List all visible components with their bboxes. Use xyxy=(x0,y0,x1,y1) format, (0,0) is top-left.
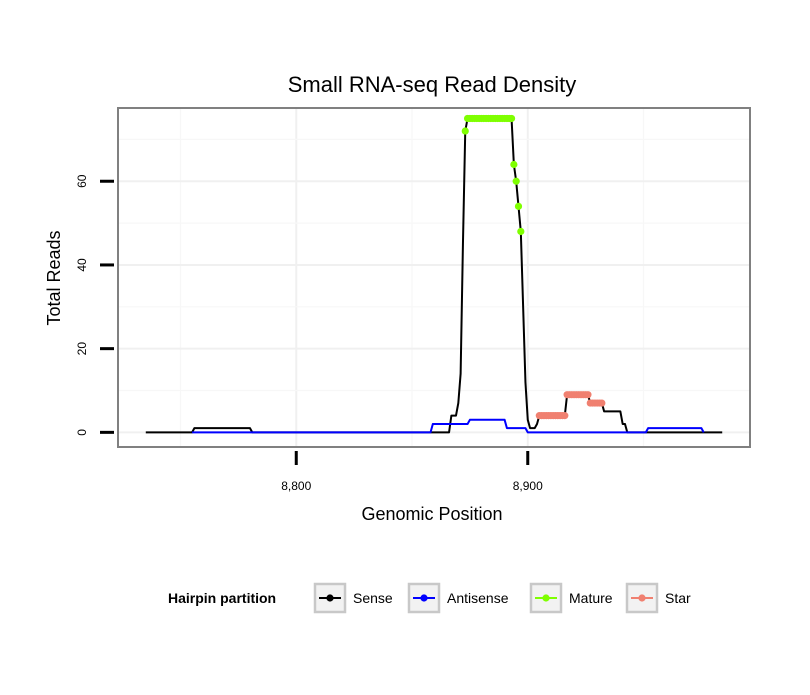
chart-title: Small RNA-seq Read Density xyxy=(288,72,577,97)
x-tick-label: 8,900 xyxy=(513,479,543,493)
plot-panel-background xyxy=(118,108,750,447)
legend: Hairpin partition Sense Antisense Mature St… xyxy=(168,582,691,614)
plot-panel-border xyxy=(117,107,751,448)
legend-key-point-sense xyxy=(326,594,334,602)
mature-point xyxy=(461,127,469,135)
legend-key-point-antisense xyxy=(420,594,428,602)
mature-point xyxy=(517,227,525,236)
axes: 8,800 8,900 0 20 40 60 xyxy=(75,174,543,493)
legend-title: Hairpin partition xyxy=(168,590,276,606)
star-point xyxy=(584,391,592,399)
y-tick-label: 20 xyxy=(75,342,89,356)
antisense-line xyxy=(192,418,705,434)
legend-label-star: Star xyxy=(665,590,691,606)
x-tick-label: 8,800 xyxy=(281,479,311,493)
legend-label-sense: Sense xyxy=(353,590,393,606)
legend-key-point-star xyxy=(638,594,646,602)
y-axis-title: Total Reads xyxy=(44,230,64,325)
mature-point xyxy=(507,114,516,123)
y-tick-label: 60 xyxy=(75,174,89,188)
star-point xyxy=(598,399,606,407)
mature-point xyxy=(510,160,518,169)
mature-point xyxy=(512,177,520,185)
mature-point xyxy=(514,202,523,210)
legend-label-mature: Mature xyxy=(569,590,613,606)
legend-label-antisense: Antisense xyxy=(447,590,509,606)
legend-key-point-mature xyxy=(542,594,550,602)
star-point xyxy=(561,412,569,420)
y-tick-label: 40 xyxy=(75,258,89,272)
series-layer xyxy=(145,114,723,434)
x-axis-title: Genomic Position xyxy=(361,504,502,524)
y-tick-label: 0 xyxy=(75,429,89,436)
